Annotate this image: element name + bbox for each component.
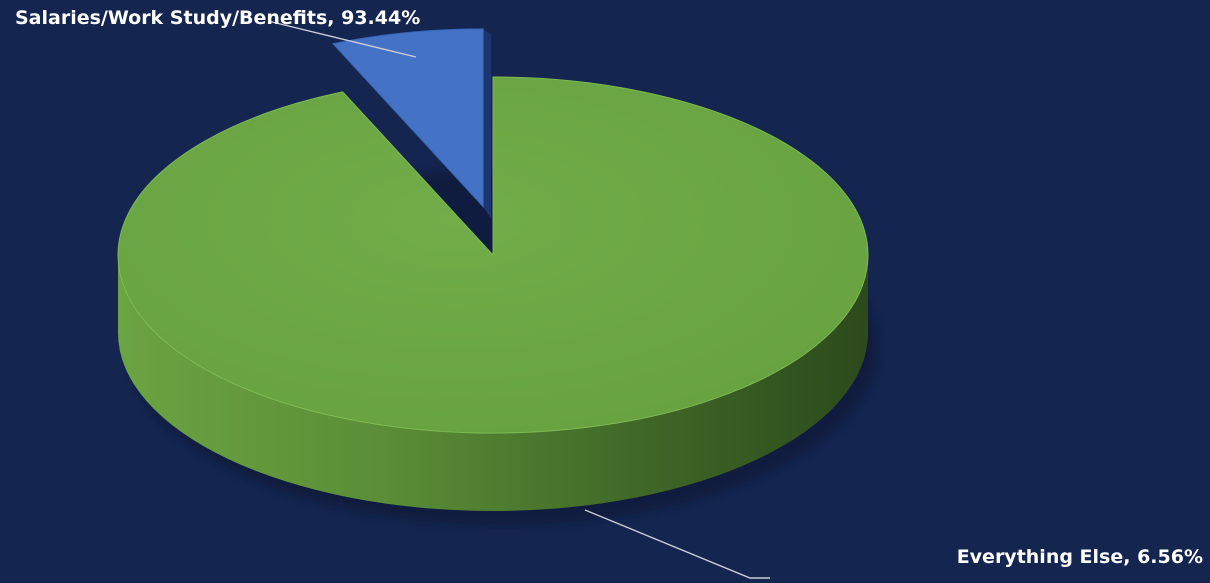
leader-line [584, 509, 770, 579]
leader-line [267, 20, 417, 58]
data-label: Salaries/Work Study/Benefits, 93.44% [15, 7, 420, 29]
pie-slice [331, 28, 484, 209]
pie-slice [117, 76, 869, 434]
data-labels: Salaries/Work Study/Benefits, 93.44% Ever… [15, 7, 1203, 568]
leader-lines [267, 20, 770, 579]
pie-slice-side-0 [118, 255, 868, 511]
pie-tops [117, 28, 869, 434]
pie-slice-side-1 [483, 28, 492, 219]
data-label: Everything Else, 6.56% [957, 546, 1203, 568]
